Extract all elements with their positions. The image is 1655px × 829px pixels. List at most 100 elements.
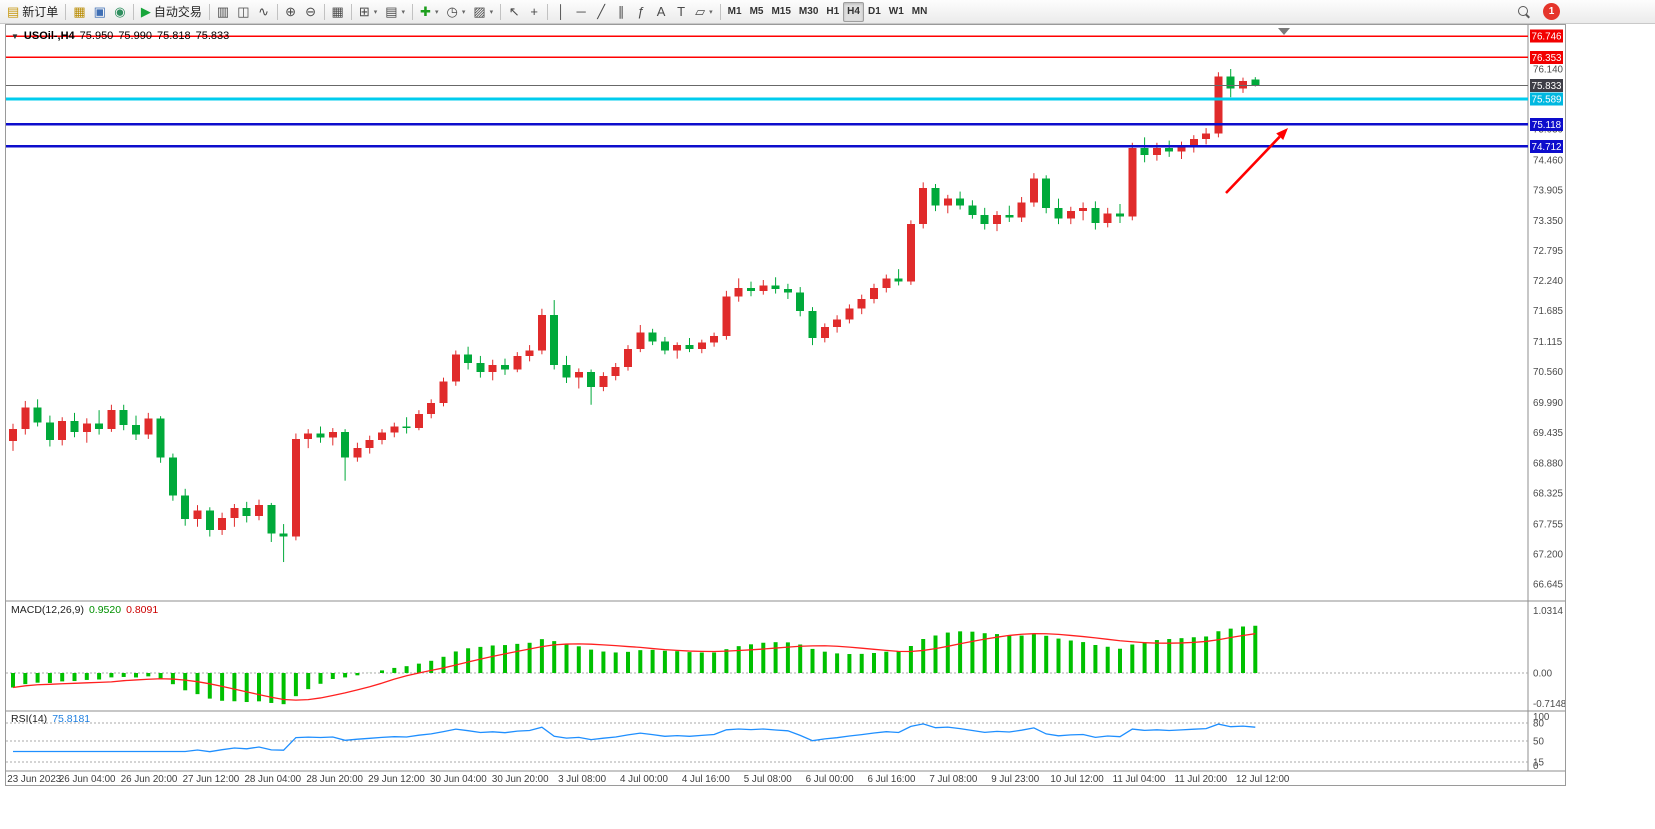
candle — [685, 345, 694, 349]
indicators-icon[interactable]: ✚ ▾ — [416, 2, 442, 22]
data-window-icon-glyph: ▣ — [93, 4, 106, 19]
candle — [734, 288, 743, 297]
trendline-icon[interactable]: ╱ — [591, 2, 611, 22]
zoom-out-icon[interactable]: ⊖ — [301, 2, 321, 22]
horizontal-line-icon[interactable]: ─ — [571, 2, 591, 22]
candle — [119, 410, 128, 425]
candle — [501, 365, 509, 370]
candle — [291, 438, 300, 537]
new-chart-icon[interactable]: ⊞ ▾ — [355, 2, 381, 22]
vertical-line-icon-glyph: │ — [557, 4, 566, 19]
label-icon[interactable]: T — [671, 2, 691, 22]
fibonacci-icon[interactable]: ƒ — [631, 2, 651, 22]
shapes-icon[interactable]: ▱ ▾ — [691, 2, 717, 22]
candle — [316, 433, 325, 438]
zoom-in-icon-glyph: ⊕ — [285, 4, 296, 19]
timeframe-m30-button[interactable]: M30 — [795, 2, 822, 22]
timeframe-mn-button-label: MN — [911, 6, 928, 17]
dropdown-caret-icon: ▾ — [461, 8, 466, 16]
timeframe-d1-button[interactable]: D1 — [864, 2, 885, 22]
notification-badge[interactable]: 1 — [1543, 3, 1560, 20]
candle — [9, 429, 17, 442]
tile-windows-icon[interactable]: ▦ — [328, 2, 348, 22]
cursor-icon-glyph: ↖ — [508, 4, 520, 19]
line-chart-icon[interactable]: ∿ — [254, 2, 274, 22]
text-icon[interactable]: A — [651, 2, 671, 22]
rsi-value: 75.8181 — [52, 713, 91, 725]
timeframe-m1-button[interactable]: M1 — [724, 2, 746, 22]
candle — [697, 342, 706, 349]
periods-icon[interactable]: ◷ ▾ — [442, 2, 469, 22]
symbol-dropdown-icon[interactable]: ▼ — [11, 31, 19, 41]
cursor-icon[interactable]: ↖ — [504, 2, 524, 22]
timeframe-h4-button[interactable]: H4 — [843, 1, 864, 22]
candle — [636, 332, 645, 349]
candle — [144, 418, 153, 435]
time-tick-label: 4 Jul 16:00 — [682, 774, 730, 785]
market-watch-icon[interactable]: ▦ — [69, 2, 89, 22]
candle — [45, 422, 54, 441]
time-tick-label: 12 Jul 12:00 — [1236, 774, 1290, 785]
chart-shift-marker[interactable] — [1278, 28, 1290, 35]
candle — [427, 403, 436, 414]
candle — [1165, 148, 1174, 152]
price-line-label: 75.118 — [1532, 120, 1562, 131]
price-tick-label: 74.460 — [1533, 156, 1564, 167]
periods-icon-glyph: ◷ — [446, 4, 458, 19]
crosshair-icon[interactable]: + — [524, 2, 544, 22]
price-tick-label: 72.795 — [1533, 246, 1564, 257]
autotrade-button-label: 自动交易 — [153, 5, 202, 19]
candle — [156, 418, 165, 458]
candle — [267, 505, 276, 534]
zoom-out-icon-glyph: ⊖ — [305, 4, 316, 19]
time-tick-label: 7 Jul 08:00 — [929, 774, 977, 785]
trend-arrow[interactable] — [1225, 128, 1288, 194]
search-button[interactable] — [1513, 2, 1535, 22]
time-tick-label: 11 Jul 20:00 — [1174, 774, 1227, 785]
tile-windows-icon-glyph: ▦ — [331, 4, 344, 19]
candle — [279, 533, 288, 537]
navigator-icon[interactable]: ◉ — [110, 2, 130, 22]
trendline-icon-glyph: ╱ — [597, 4, 606, 19]
fibonacci-icon-glyph: ƒ — [637, 4, 645, 19]
data-window-icon[interactable]: ▣ — [90, 2, 110, 22]
time-tick-label: 30 Jun 20:00 — [492, 774, 549, 785]
candle — [107, 410, 116, 430]
macd-tick-label: 1.0314 — [1533, 606, 1564, 617]
candle — [648, 332, 657, 342]
price-tick-label: 68.880 — [1533, 458, 1564, 469]
bar-chart-icon[interactable]: ▥ — [213, 2, 233, 22]
toolbar-separator — [65, 3, 67, 20]
new-order-button[interactable]: ▤ 新订单 — [3, 2, 62, 22]
candle — [857, 298, 866, 309]
rsi-tick-label: 0 — [1533, 761, 1539, 772]
candle — [464, 354, 473, 363]
candle — [451, 354, 460, 382]
autotrade-button[interactable]: ▶ 自动交易 — [137, 2, 206, 22]
price-line-label: 74.712 — [1532, 142, 1562, 153]
channel-icon[interactable]: ∥ — [611, 2, 631, 22]
chart-canvas[interactable]: 76.14075.03074.46073.90573.35072.79572.2… — [6, 25, 1567, 785]
profiles-icon[interactable]: ▤ ▾ — [381, 2, 409, 22]
candlestick-chart-icon[interactable]: ◫ — [233, 2, 253, 22]
timeframe-mn-button[interactable]: MN — [908, 2, 932, 22]
macd-histogram — [11, 625, 1258, 705]
timeframe-h1-button[interactable]: H1 — [822, 2, 843, 22]
candle — [205, 510, 214, 531]
timeframe-w1-button[interactable]: W1 — [885, 2, 908, 22]
price-line-label: 75.833 — [1532, 81, 1563, 92]
candle — [353, 448, 362, 458]
toolbar-separator — [412, 3, 414, 20]
candle — [341, 431, 350, 458]
open-value: 75.950 — [79, 30, 114, 42]
zoom-in-icon[interactable]: ⊕ — [281, 2, 301, 22]
candle — [845, 308, 854, 320]
dropdown-caret-icon: ▾ — [489, 8, 494, 16]
vertical-line-icon[interactable]: │ — [551, 2, 571, 22]
timeframe-m15-button[interactable]: M15 — [767, 2, 794, 22]
templates-icon[interactable]: ▨ ▾ — [469, 2, 497, 22]
candle — [1239, 80, 1247, 89]
timeframe-m5-button[interactable]: M5 — [746, 2, 768, 22]
label-icon-glyph: T — [677, 4, 686, 19]
